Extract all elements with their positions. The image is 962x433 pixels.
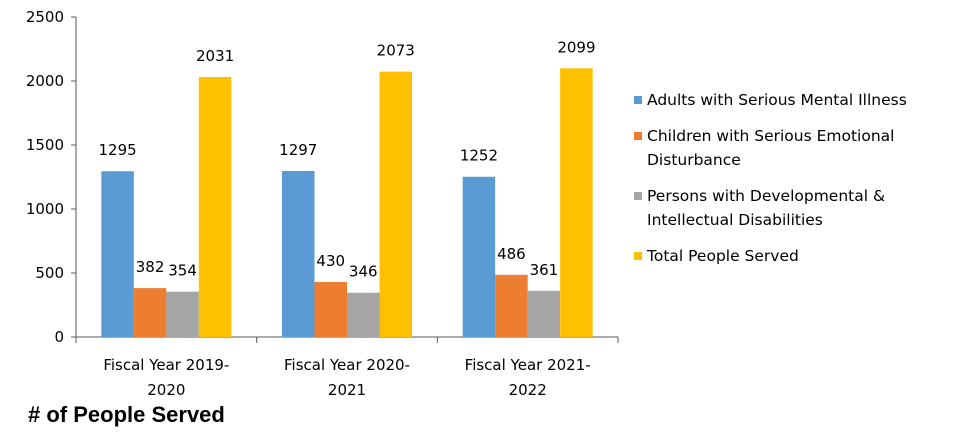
data-label: 2073	[377, 42, 415, 60]
legend-item: Children with Serious Emotional Disturba…	[634, 124, 960, 172]
data-label: 382	[136, 258, 165, 276]
x-category-label: Fiscal Year 2019-	[103, 356, 229, 374]
bar	[379, 71, 412, 337]
bar	[462, 176, 496, 337]
x-category-label: 2022	[509, 381, 547, 399]
x-category-label: 2020	[147, 381, 185, 399]
data-label: 354	[168, 262, 197, 280]
x-category-label: Fiscal Year 2021-	[465, 356, 591, 374]
bar	[166, 291, 199, 337]
y-tick-label: 2000	[26, 72, 64, 90]
bar	[101, 171, 134, 337]
y-tick-label: 1000	[26, 200, 64, 218]
bar	[282, 170, 315, 337]
bars	[101, 68, 593, 338]
legend-item: Total People Served	[634, 244, 960, 268]
x-category-label: 2021	[328, 381, 366, 399]
data-label: 2031	[196, 47, 234, 65]
data-label: 361	[530, 261, 559, 279]
legend-swatch	[634, 252, 642, 260]
y-tick-label: 0	[54, 328, 64, 346]
legend: Adults with Serious Mental Illness Childr…	[634, 88, 960, 280]
data-label: 1295	[98, 141, 136, 159]
bar	[347, 292, 380, 337]
legend-swatch	[634, 132, 642, 140]
x-category-label: Fiscal Year 2020-	[284, 356, 410, 374]
legend-swatch	[634, 96, 642, 104]
bar	[133, 288, 167, 337]
y-tick-label: 500	[35, 264, 64, 282]
legend-item: Persons with Developmental & Intellectua…	[634, 184, 960, 232]
y-tick-label: 2500	[26, 8, 64, 26]
axes: 0 500 1000 1500 2000 2500 Fiscal Year 2019- 202…	[26, 8, 619, 399]
legend-label: Children with Serious Emotional Disturba…	[647, 127, 895, 169]
legend-label: Persons with Developmental & Intellectua…	[647, 187, 886, 229]
legend-item: Adults with Serious Mental Illness	[634, 88, 960, 112]
legend-swatch	[634, 192, 642, 200]
data-label: 486	[497, 245, 526, 263]
bar	[314, 281, 347, 337]
data-label: 430	[316, 252, 345, 270]
data-label: 1252	[460, 147, 498, 165]
bar	[495, 274, 528, 337]
bar	[527, 290, 561, 337]
data-label: 346	[349, 263, 378, 281]
legend-label: Total People Served	[647, 247, 799, 265]
data-label: 2099	[557, 38, 595, 56]
bar	[198, 77, 232, 338]
legend-label: Adults with Serious Mental Illness	[647, 91, 907, 109]
data-label: 1297	[279, 141, 317, 159]
y-tick-label: 1500	[26, 136, 64, 154]
bar	[560, 68, 593, 337]
chart-title: # of People Served	[28, 402, 225, 427]
data-labels: 1295 1297 1252 382 430 486 354 346 361 2031 2073 20…	[98, 38, 595, 280]
